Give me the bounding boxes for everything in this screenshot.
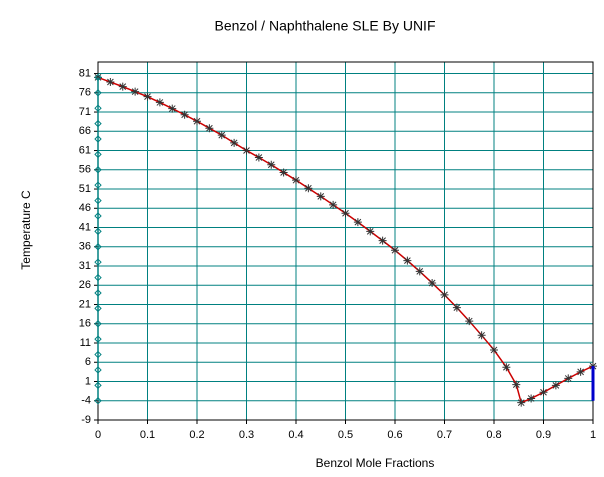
y-tick-label: 6	[85, 356, 91, 368]
diamond-marker	[94, 397, 102, 405]
star-marker	[465, 317, 474, 326]
diamond-marker	[94, 181, 102, 189]
x-tick-label: 0.7	[437, 429, 452, 441]
star-marker	[267, 160, 276, 169]
star-marker	[366, 227, 375, 236]
star-marker	[512, 380, 521, 389]
diamond-marker	[94, 119, 102, 128]
star-marker	[316, 192, 325, 201]
star-marker	[242, 146, 251, 155]
star-marker	[551, 381, 560, 390]
y-tick-label: 81	[79, 67, 91, 79]
star-marker	[143, 92, 152, 101]
star-marker	[118, 82, 127, 91]
star-marker	[378, 236, 387, 245]
y-tick-label: 26	[79, 279, 91, 291]
star-marker	[527, 394, 536, 403]
diamond-marker	[94, 196, 102, 205]
y-tick-label: 21	[79, 298, 91, 310]
star-marker	[440, 290, 449, 299]
star-marker	[502, 363, 511, 372]
x-tick-label: 0.1	[140, 429, 155, 441]
diamond-marker	[94, 212, 102, 220]
y-tick-label: 41	[79, 221, 91, 233]
diamond-marker	[94, 258, 102, 266]
x-axis-label: Benzol Mole Fractions	[316, 456, 435, 470]
x-tick-label: 0.8	[486, 429, 501, 441]
star-marker	[353, 218, 362, 227]
y-tick-label: 61	[79, 144, 91, 156]
star-marker	[329, 200, 338, 209]
star-marker	[180, 110, 189, 119]
star-marker	[254, 153, 263, 162]
y-tick-label: 71	[79, 106, 91, 118]
star-marker	[428, 278, 437, 287]
diamond-marker	[94, 227, 102, 236]
y-tick-label: 31	[79, 260, 91, 272]
star-marker	[477, 331, 486, 340]
star-marker	[279, 168, 288, 177]
star-marker	[230, 138, 239, 147]
x-tick-label: 0.6	[387, 429, 402, 441]
x-tick-label: 0	[95, 429, 101, 441]
diamond-marker	[94, 89, 102, 97]
diamond-marker	[94, 150, 102, 159]
diamond-marker	[94, 289, 102, 297]
star-marker	[452, 303, 461, 312]
diamond-marker	[94, 304, 102, 313]
diamond-marker	[94, 104, 102, 112]
diamond-marker	[94, 320, 102, 328]
star-marker	[106, 78, 115, 87]
star-marker	[341, 209, 350, 218]
diamond-marker	[94, 273, 102, 282]
x-tick-label: 0.5	[338, 429, 353, 441]
y-axis-label: Temperature C	[19, 190, 33, 270]
x-tick-label: 1	[590, 429, 596, 441]
diamond-marker	[94, 73, 102, 82]
y-tick-label: 56	[79, 164, 91, 176]
y-tick-label: -9	[81, 414, 91, 426]
star-marker	[168, 104, 177, 113]
star-marker	[391, 246, 399, 255]
diamond-marker	[94, 166, 102, 174]
star-marker	[576, 367, 585, 376]
y-tick-label: 66	[79, 125, 91, 137]
x-tick-label: 0.2	[189, 429, 204, 441]
x-tick-label: 0.4	[288, 429, 303, 441]
y-tick-label: 76	[79, 87, 91, 99]
star-marker	[415, 267, 424, 276]
star-marker	[490, 345, 498, 354]
star-marker	[539, 388, 548, 397]
y-tick-label: 36	[79, 241, 91, 253]
x-tick-label: 0.9	[536, 429, 551, 441]
star-marker	[131, 87, 140, 96]
y-tick-label: 16	[79, 318, 91, 330]
star-marker	[205, 124, 214, 133]
star-marker	[403, 256, 412, 265]
star-marker	[304, 184, 313, 193]
star-marker	[517, 398, 526, 407]
diamond-marker	[94, 243, 102, 251]
diamond-marker	[94, 135, 102, 143]
star-marker	[564, 374, 573, 383]
y-tick-label: 11	[80, 337, 91, 349]
y-tick-label: 46	[79, 202, 91, 214]
star-marker	[292, 176, 300, 185]
chart-title: Benzol / Naphthalene SLE By UNIF	[214, 18, 435, 34]
diamond-marker	[94, 366, 102, 374]
y-tick-label: 1	[85, 375, 91, 387]
star-marker	[193, 117, 201, 126]
diamond-marker	[94, 335, 102, 343]
diamond-marker	[94, 350, 102, 359]
series-line	[97, 76, 594, 404]
diamond-marker	[94, 381, 102, 390]
star-marker	[217, 131, 226, 140]
x-tick-label: 0.3	[239, 429, 254, 441]
star-marker	[155, 98, 164, 107]
y-tick-label: 51	[79, 183, 91, 195]
y-tick-label: -4	[81, 395, 91, 407]
